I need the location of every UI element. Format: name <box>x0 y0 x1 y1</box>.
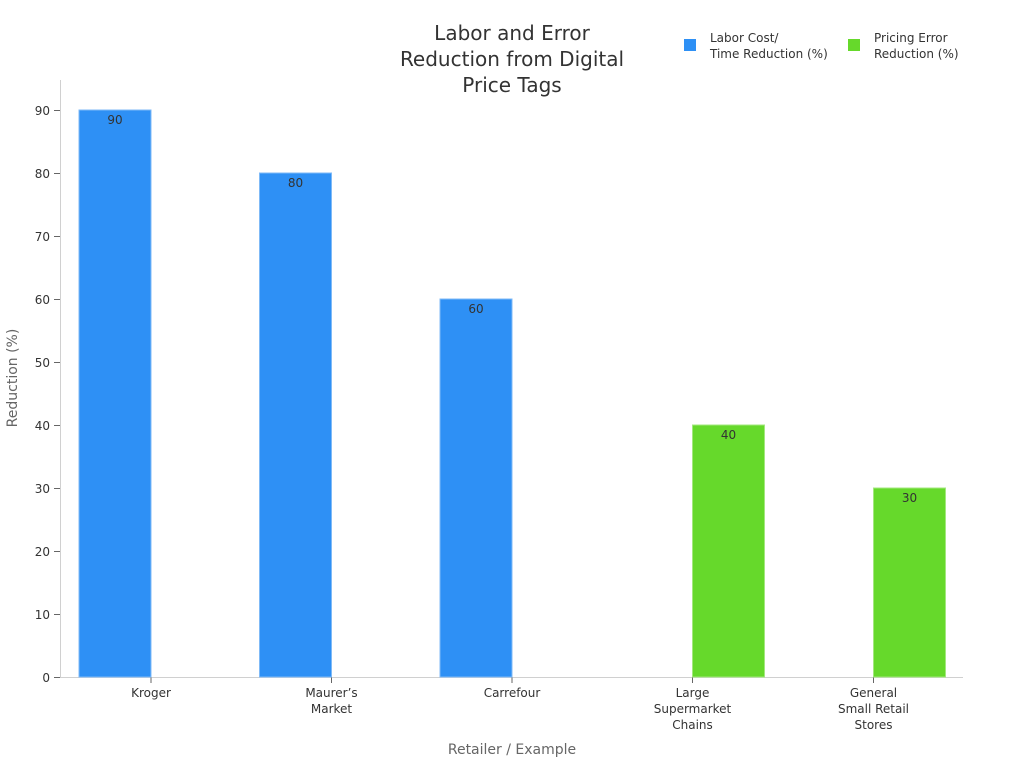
legend-text: Pricing Error <box>874 31 948 45</box>
bar[interactable] <box>439 298 513 678</box>
legend-text: Labor Cost/ <box>710 31 779 45</box>
y-tick-label: 20 <box>34 544 50 559</box>
x-tick-label: Maurer’s Market <box>305 686 358 716</box>
bar[interactable] <box>873 487 946 678</box>
x-ticks <box>150 677 874 683</box>
x-tick-label: Carrefour <box>483 686 541 700</box>
x-axis-label: Retailer / Example <box>447 742 577 758</box>
legend-label-labor: Labor Cost/ Time Reduction (%) <box>710 30 828 62</box>
legend-text: Reduction (%) <box>874 47 959 61</box>
bar-value-label: 80 <box>287 176 304 190</box>
legend-swatch-labor <box>684 39 696 51</box>
bar-value-label: 60 <box>468 302 484 316</box>
y-tick-label: 0 <box>42 670 50 685</box>
y-axis-label: Reduction (%) <box>5 328 21 428</box>
title-line: Price Tags <box>462 73 562 97</box>
legend-text: Time Reduction (%) <box>710 47 828 61</box>
bar[interactable] <box>692 424 765 678</box>
y-tick-label: 80 <box>34 166 50 181</box>
legend-item-pricing-error[interactable]: Pricing Error Reduction (%) <box>848 30 959 62</box>
y-tick-label: 30 <box>34 481 50 496</box>
bar[interactable] <box>78 109 152 678</box>
legend-swatch-pricing-error <box>848 39 860 51</box>
y-tick-label: 90 <box>34 103 50 118</box>
title-line: Labor and Error <box>434 21 590 45</box>
y-tick-label: 60 <box>34 292 50 307</box>
x-tick-label: General Small Retail Stores <box>837 686 910 732</box>
legend-label-pricing-error: Pricing Error Reduction (%) <box>874 30 959 62</box>
x-tick-label: Kroger <box>131 686 171 700</box>
bar[interactable] <box>259 172 332 678</box>
chart-title: Labor and Error Reduction from Digital P… <box>362 20 662 98</box>
legend-item-labor[interactable]: Labor Cost/ Time Reduction (%) <box>684 30 828 62</box>
bar-value-label: 30 <box>901 491 918 505</box>
y-tick-label: 50 <box>34 355 50 370</box>
title-line: Reduction from Digital <box>399 47 625 71</box>
x-tick-label: Large Supermarket Chains <box>653 686 732 732</box>
y-tick-label: 40 <box>34 418 50 433</box>
y-tick-label: 70 <box>34 229 50 244</box>
bar-value-label: 90 <box>107 113 123 127</box>
bar-value-label: 40 <box>720 428 737 442</box>
y-ticks <box>54 110 60 678</box>
bars <box>78 109 946 678</box>
y-tick-label: 10 <box>34 607 50 622</box>
